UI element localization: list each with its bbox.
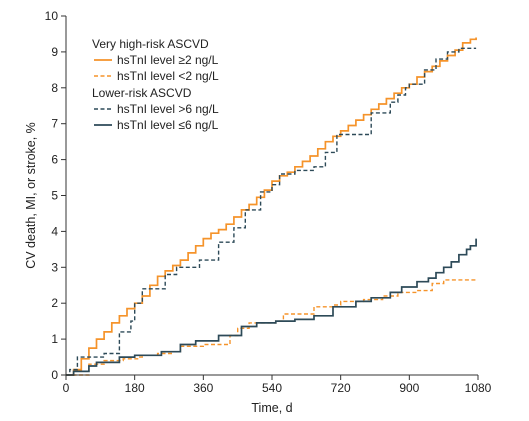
legend-entry: hsTnI level >6 ng/L: [117, 102, 219, 116]
y-tick-label: 0: [51, 368, 58, 382]
y-tick-label: 2: [51, 296, 58, 310]
legend-entry: hsTnI level <2 ng/L: [117, 69, 219, 83]
x-tick-label: 1080: [465, 381, 492, 395]
x-tick-label: 180: [125, 381, 145, 395]
y-tick-label: 7: [51, 117, 58, 131]
legend-entry: hsTnI level ≥2 ng/L: [117, 53, 219, 67]
y-tick-label: 4: [51, 224, 58, 238]
axes: 0 1 2 3 4 5 6 7 8 9 10 0 180 360 540 720 900 1080: [45, 9, 492, 395]
series-line-2: [66, 279, 477, 376]
x-axis-title: Time, d: [251, 401, 292, 415]
y-tick-label: 5: [51, 189, 58, 203]
y-tick-label: 10: [45, 9, 59, 23]
series-line-4: [66, 238, 477, 376]
legend-entry: hsTnI level ≤6 ng/L: [117, 118, 219, 132]
legend-group-title: Lower-risk ASCVD: [92, 86, 192, 100]
y-tick-label: 9: [51, 45, 58, 59]
plot-area: [66, 37, 477, 376]
y-axis-title: CV death, MI, or stroke, %: [24, 122, 38, 269]
x-tick-label: 0: [63, 381, 70, 395]
y-tick-label: 6: [51, 153, 58, 167]
legend-group-title: Very high-risk ASCVD: [92, 37, 209, 51]
y-tick-label: 3: [51, 260, 58, 274]
x-tick-label: 720: [331, 381, 351, 395]
legend: Very high-risk ASCVD hsTnI level ≥2 ng/L h…: [92, 37, 219, 132]
y-tick-label: 1: [51, 332, 58, 346]
x-tick-label: 900: [399, 381, 419, 395]
x-tick-label: 540: [262, 381, 282, 395]
series-line-3: [66, 47, 477, 376]
x-tick-label: 360: [193, 381, 213, 395]
y-tick-label: 8: [51, 81, 58, 95]
